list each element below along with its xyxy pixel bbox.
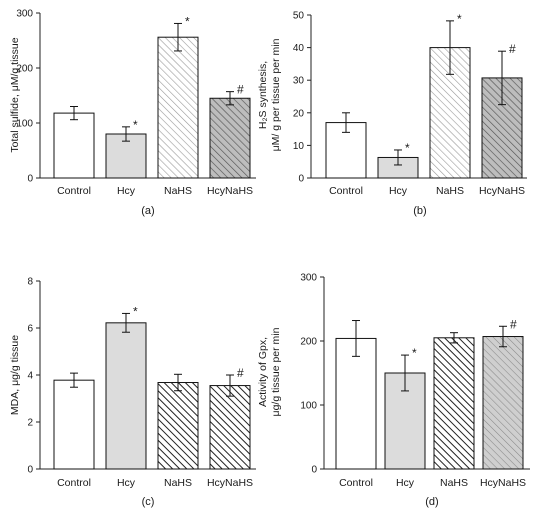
chart-panel-b: 0 10 20 30 40 50 H₂S synthesis,μM/ g per tissu… bbox=[257, 11, 527, 217]
x-category-label: HcyNaHS bbox=[479, 185, 525, 197]
chart-panel-d: 0 100 200 300 Activity of Gpx,μg/g tissue pe… bbox=[257, 273, 530, 508]
x-category-label: Hcy bbox=[117, 185, 136, 197]
y-axis-title: MDA, μg/g tissue bbox=[9, 335, 21, 415]
bar-control bbox=[53, 112, 95, 179]
x-category-label: Control bbox=[339, 477, 373, 489]
x-category-label: HcyNaHS bbox=[207, 477, 253, 489]
x-category-label: Control bbox=[57, 477, 91, 489]
x-category-label: NaHS bbox=[440, 477, 468, 489]
y-tick-label: 100 bbox=[300, 401, 317, 412]
y-tick-label: 200 bbox=[300, 337, 317, 348]
y-tick-label: 20 bbox=[293, 108, 305, 119]
chart-panel-a: 0 100 200 300 Total sulfide, μM/g tissue Cont… bbox=[9, 9, 256, 217]
y-tick-label: 6 bbox=[27, 324, 33, 335]
y-tick-label: 2 bbox=[27, 418, 33, 429]
y-tick-label: 300 bbox=[300, 273, 317, 284]
x-category-label: Hcy bbox=[389, 185, 408, 197]
x-category-label: HcyNaHS bbox=[207, 185, 253, 197]
significance-mark: # bbox=[237, 366, 244, 380]
y-axis-title: H₂S synthesis,μM/ g per tissue per min bbox=[257, 38, 282, 151]
x-category-label: NaHS bbox=[164, 477, 192, 489]
y-tick-label: 40 bbox=[293, 43, 305, 54]
x-category-label: Hcy bbox=[396, 477, 415, 489]
bar-hcy bbox=[105, 322, 147, 470]
x-category-label: NaHS bbox=[164, 185, 192, 197]
bar-hcynahs bbox=[482, 336, 524, 470]
panel-label: (b) bbox=[413, 205, 426, 217]
significance-mark: * bbox=[133, 118, 138, 132]
y-tick-label: 300 bbox=[16, 9, 33, 20]
significance-mark: * bbox=[405, 141, 410, 155]
y-tick-label: 30 bbox=[293, 76, 305, 87]
y-tick-label: 10 bbox=[293, 141, 305, 152]
x-category-label: Control bbox=[329, 185, 363, 197]
x-category-label: Hcy bbox=[117, 477, 136, 489]
significance-mark: * bbox=[185, 14, 190, 28]
y-tick-label: 0 bbox=[27, 174, 33, 185]
significance-mark: # bbox=[509, 42, 516, 56]
y-tick-label: 8 bbox=[27, 277, 33, 288]
y-tick-label: 4 bbox=[27, 371, 33, 382]
bar-hcynahs bbox=[209, 97, 251, 179]
y-tick-label: 0 bbox=[298, 174, 304, 185]
bar-nahs bbox=[157, 382, 199, 470]
bar-nahs bbox=[157, 36, 199, 179]
significance-mark: * bbox=[457, 12, 462, 26]
significance-mark: # bbox=[510, 317, 517, 331]
significance-mark: # bbox=[237, 83, 244, 97]
y-axis-title: Total sulfide, μM/g tissue bbox=[9, 37, 21, 152]
significance-mark: * bbox=[133, 304, 138, 318]
x-category-label: Control bbox=[57, 185, 91, 197]
bar-hcynahs bbox=[209, 385, 251, 470]
bar-control bbox=[53, 379, 95, 470]
y-tick-label: 50 bbox=[293, 11, 305, 22]
x-category-label: NaHS bbox=[436, 185, 464, 197]
y-tick-label: 0 bbox=[311, 465, 317, 476]
panel-label: (c) bbox=[142, 496, 155, 508]
bar-control bbox=[335, 337, 377, 470]
y-tick-label: 200 bbox=[16, 64, 33, 75]
x-category-label: HcyNaHS bbox=[480, 477, 526, 489]
panel-label: (d) bbox=[425, 496, 438, 508]
significance-mark: * bbox=[412, 346, 417, 360]
panel-label: (a) bbox=[141, 205, 154, 217]
y-tick-label: 0 bbox=[27, 465, 33, 476]
bar-nahs bbox=[433, 337, 475, 470]
y-axis-title: Activity of Gpx,μg/g tissue per min bbox=[257, 327, 282, 416]
y-tick-label: 100 bbox=[16, 119, 33, 130]
